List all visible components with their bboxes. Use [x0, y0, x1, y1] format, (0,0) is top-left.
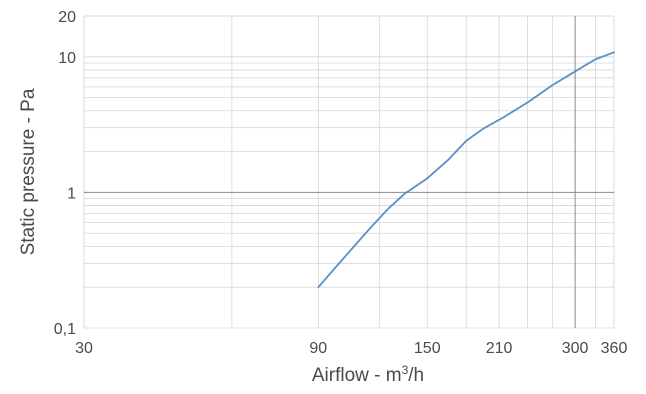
- x-tick-labels: 30 90 150 210 300 360: [75, 340, 627, 357]
- x-tick-label: 30: [75, 340, 93, 357]
- x-axis-title-suffix: /h: [408, 365, 424, 386]
- y-tick-label: 20: [58, 9, 76, 26]
- y-tick-label: 10: [58, 50, 76, 67]
- x-tick-label: 90: [309, 340, 327, 357]
- major-gridlines: [84, 16, 614, 328]
- x-tick-label: 150: [414, 340, 441, 357]
- x-tick-label: 300: [562, 340, 589, 357]
- x-tick-label: 210: [486, 340, 513, 357]
- x-tick-label: 360: [601, 340, 628, 357]
- x-axis-title-superscript: 3: [402, 363, 409, 377]
- minor-gridlines: [83, 15, 615, 329]
- x-axis-title: Airflow - m3/h: [312, 363, 424, 386]
- x-axis-title-main: Airflow - m: [312, 365, 402, 386]
- y-tick-labels: 0,1 1 10 20: [54, 9, 76, 338]
- y-axis-title: Static pressure - Pa: [18, 88, 39, 255]
- series-layer: [317, 51, 615, 289]
- y-tick-label: 0,1: [54, 321, 76, 338]
- series-line-0: [317, 51, 615, 289]
- y-tick-label: 1: [67, 185, 76, 202]
